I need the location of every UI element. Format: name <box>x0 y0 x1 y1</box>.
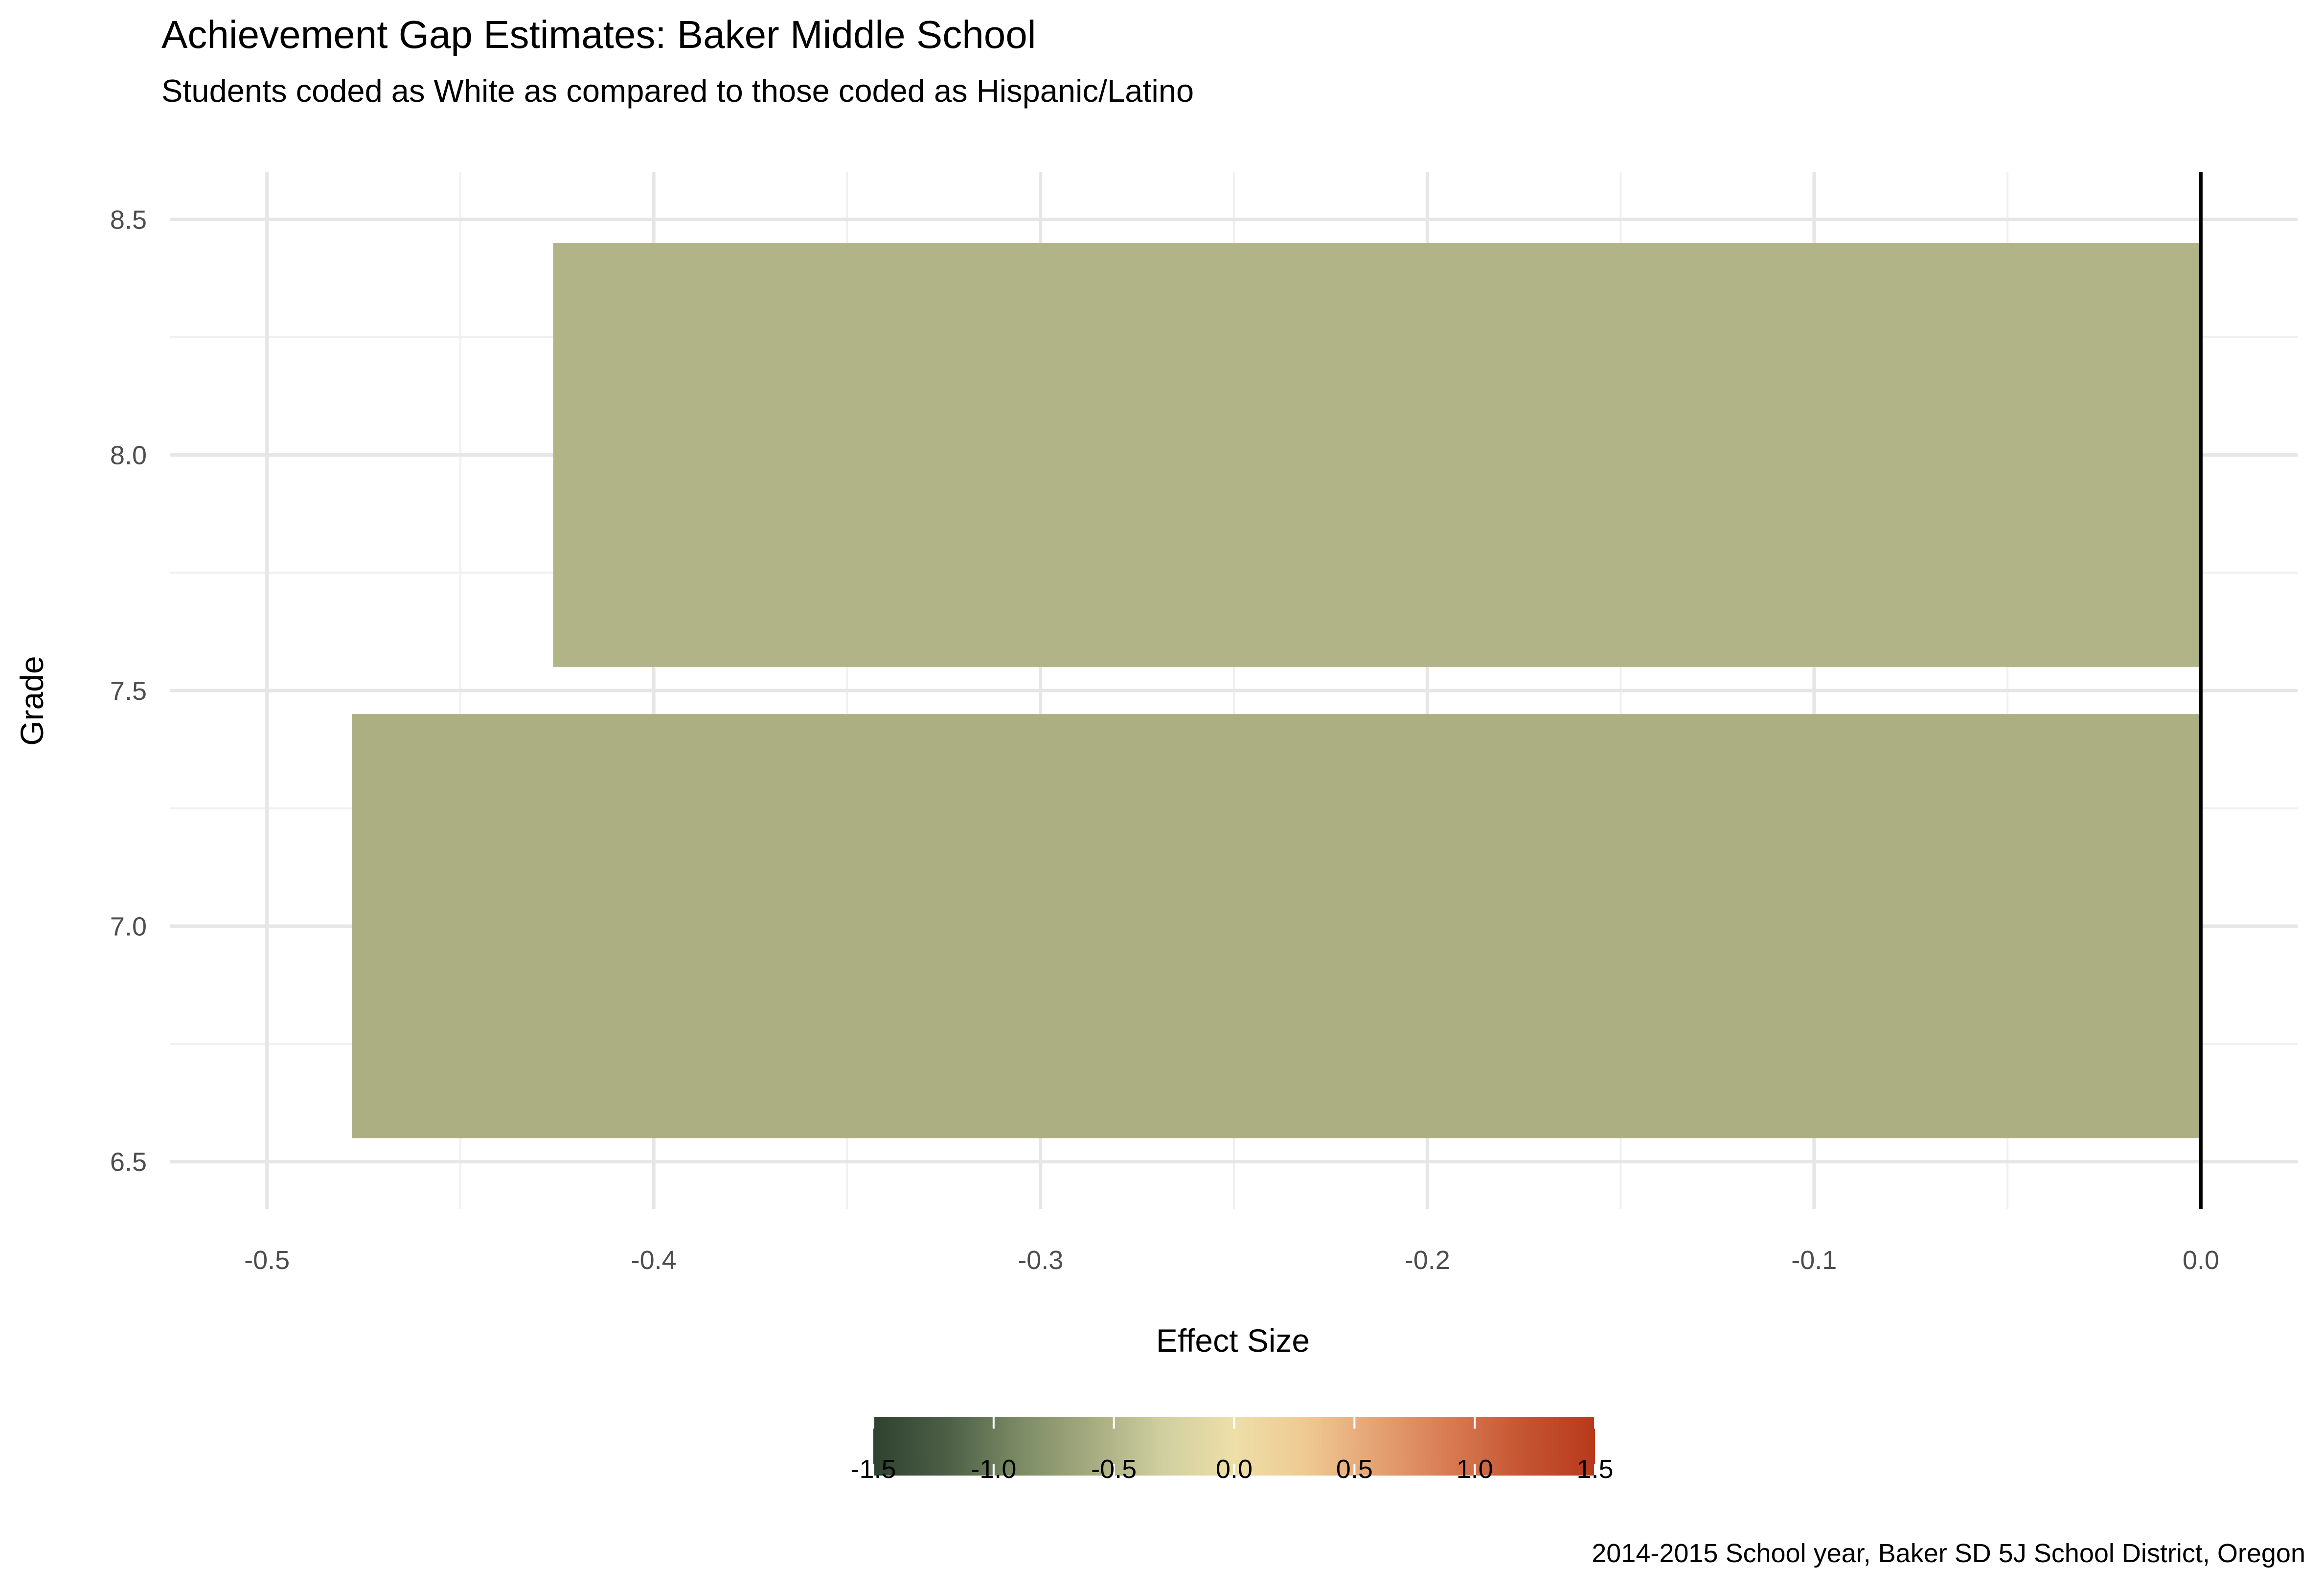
chart-subtitle: Students coded as White as compared to t… <box>161 73 1194 109</box>
chart-caption: 2014-2015 School year, Baker SD 5J Schoo… <box>1592 1539 2305 1568</box>
colorbar-legend: -1.5 -1.0 -0.5 0.0 0.5 1.0 1.5 <box>850 1417 1614 1484</box>
y-axis-title: Grade <box>14 656 50 745</box>
y-tick-label: 7.5 <box>110 676 147 706</box>
colorbar-tick-label: -1.5 <box>850 1454 896 1484</box>
colorbar-tick-label: 0.5 <box>1336 1454 1373 1484</box>
bar-grade-7 <box>352 714 2201 1138</box>
y-axis-ticks: 6.5 7.0 7.5 8.0 8.5 <box>110 205 147 1177</box>
x-tick-label: -0.4 <box>631 1246 677 1275</box>
chart-title: Achievement Gap Estimates: Baker Middle … <box>161 13 1036 56</box>
colorbar-tick-label: 1.5 <box>1576 1454 1613 1484</box>
colorbar-tick-label: 1.0 <box>1457 1454 1493 1484</box>
colorbar-tick-label: 0.0 <box>1216 1454 1253 1484</box>
x-tick-label: -0.3 <box>1018 1246 1063 1275</box>
bar-grade-8 <box>553 243 2201 667</box>
y-tick-label: 8.5 <box>110 205 147 234</box>
y-tick-label: 7.0 <box>110 912 147 941</box>
x-tick-label: -0.5 <box>244 1246 290 1275</box>
x-tick-label: -0.2 <box>1405 1246 1450 1275</box>
x-tick-label: -0.1 <box>1791 1246 1837 1275</box>
bars <box>352 243 2201 1138</box>
x-tick-label: 0.0 <box>2183 1246 2219 1275</box>
x-axis-ticks: -0.5 -0.4 -0.3 -0.2 -0.1 0.0 <box>244 1246 2219 1275</box>
y-tick-label: 8.0 <box>110 441 147 470</box>
x-axis-title: Effect Size <box>1156 1322 1310 1359</box>
colorbar-tick-label: -1.0 <box>971 1454 1016 1484</box>
colorbar-tick-label: -0.5 <box>1091 1454 1137 1484</box>
y-tick-label: 6.5 <box>110 1148 147 1177</box>
colorbar-ticks: -1.5 -1.0 -0.5 0.0 0.5 1.0 1.5 <box>850 1417 1614 1484</box>
